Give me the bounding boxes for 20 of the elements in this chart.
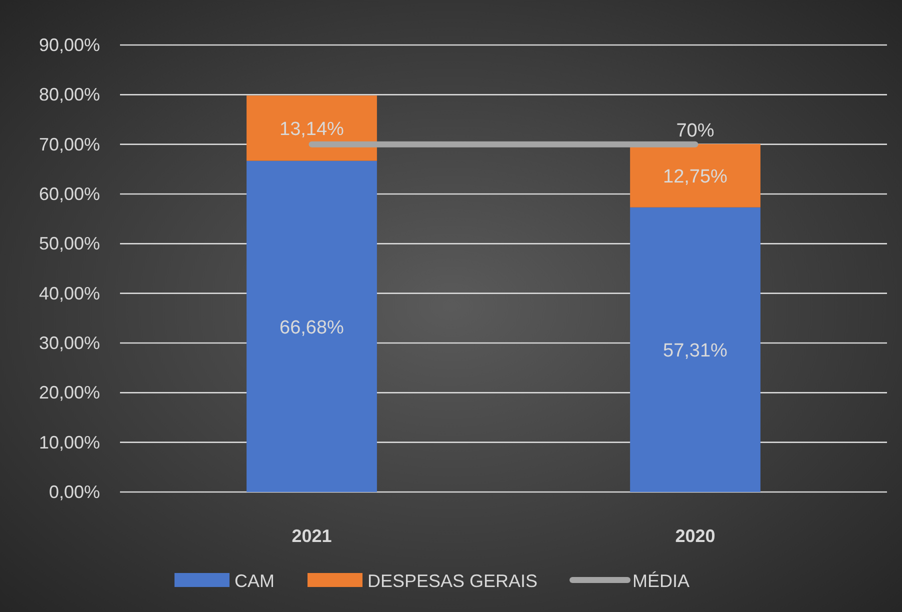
legend-label: DESPESAS GERAIS — [368, 571, 538, 591]
y-tick-label: 0,00% — [48, 482, 100, 502]
y-tick-label: 70,00% — [38, 134, 100, 154]
y-tick-label: 40,00% — [38, 283, 100, 304]
data-label: 66,68% — [280, 317, 344, 338]
legend-label: CAM — [234, 571, 274, 591]
x-tick-label: 2021 — [292, 526, 332, 546]
data-label: 57,31% — [663, 340, 728, 362]
x-tick-label: 2020 — [675, 526, 716, 546]
y-tick-label: 30,00% — [38, 333, 100, 353]
y-tick-label: 50,00% — [38, 234, 100, 254]
y-tick-label: 90,00% — [38, 35, 100, 55]
legend-label: MÉDIA — [632, 571, 690, 591]
y-tick-label: 80,00% — [38, 84, 100, 105]
y-tick-label: 20,00% — [38, 382, 100, 403]
data-label: 12,75% — [663, 166, 728, 188]
y-tick-label: 60,00% — [38, 184, 100, 204]
data-label: 13,14% — [280, 119, 344, 140]
y-tick-label: 10,00% — [38, 432, 100, 452]
data-label: 70% — [676, 120, 714, 142]
